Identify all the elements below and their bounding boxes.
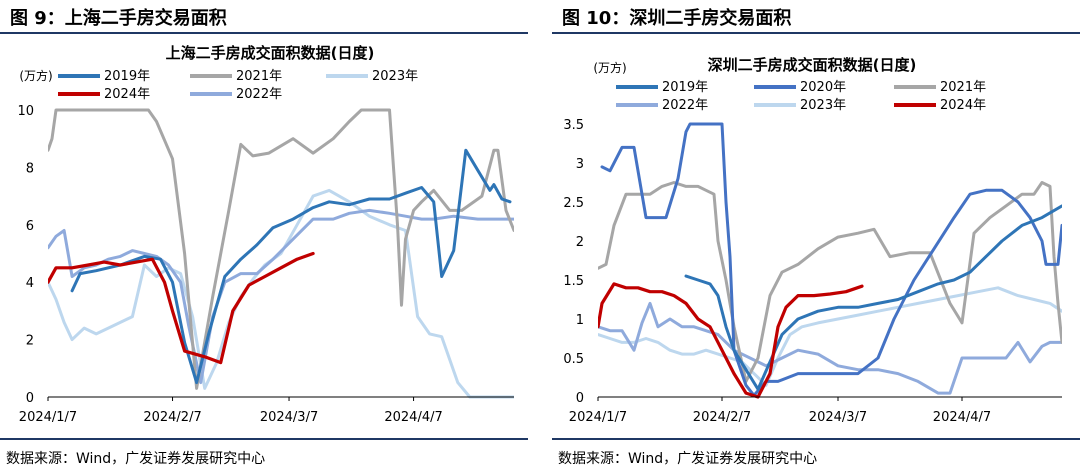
figure-footer: 数据来源：Wind，广发证券发展研究中心 [552,438,1080,471]
y-tick-label: 1 [576,313,584,328]
series-line-2022 [48,208,514,385]
legend-label: 2020年 [800,80,846,95]
legend-item-2024: 2024年 [894,98,986,113]
shenzhen-line-chart: 深圳二手房成交面积数据(日度) (万方) 2019年 2020年 2021年 2022年 2… [563,56,1062,425]
y-axis-unit: (万方) [593,60,626,75]
x-tick-label: 2024/3/7 [260,410,318,425]
shanghai-line-chart: 上海二手房成交面积数据(日度) (万方) 2019年 2021年 2022年 2023年 2… [17,44,514,425]
y-tick-label: 0 [576,391,584,406]
figure-title: 图 9：上海二手房交易面积 [10,8,227,29]
source-note: 数据来源：Wind，广发证券发展研究中心 [6,451,266,467]
legend-item-2020: 2020年 [754,80,846,95]
chart-title: 深圳二手房成交面积数据(日度) [708,56,917,74]
figure-header: 图 10：深圳二手房交易面积 [552,0,1080,34]
legend-label: 2019年 [104,69,150,84]
y-tick-label: 4 [26,276,34,291]
chart-title: 上海二手房成交面积数据(日度) [166,44,375,62]
legend-label: 2021年 [236,69,282,84]
figure-title: 图 10：深圳二手房交易面积 [562,8,792,29]
series-line-2021 [598,181,1062,383]
series-line-2019 [684,204,1062,391]
legend-label: 2024年 [104,87,150,102]
legend-item-2022: 2022年 [190,87,282,102]
y-tick-label: 0 [26,391,34,406]
y-tick-label: 3 [576,157,584,172]
legend-item-2019: 2019年 [616,80,708,95]
y-tick-label: 6 [26,219,34,234]
y-axis-unit: (万方) [19,68,52,83]
series-line-2023 [598,286,1062,387]
legend-item-2023: 2023年 [326,69,418,84]
x-tick-label: 2024/2/7 [693,410,751,425]
legend-label: 2022年 [662,98,708,113]
series-line-2024 [598,282,864,399]
y-tick-label: 8 [26,161,34,176]
series-line-2023 [48,188,514,399]
y-tick-label: 10 [17,104,34,119]
legend-label: 2023年 [372,69,418,84]
source-note: 数据来源：Wind，广发证券发展研究中心 [558,451,818,467]
legend-item-2021: 2021年 [190,69,282,84]
x-tick-label: 2024/4/7 [384,410,442,425]
legend-item-2021: 2021年 [894,80,986,95]
x-tick-label: 2024/3/7 [809,410,867,425]
y-tick-label: 3.5 [563,118,584,133]
figure-footer: 数据来源：Wind，广发证券发展研究中心 [0,438,528,471]
series-line-2019 [70,148,512,385]
y-tick-label: 1.5 [563,274,584,289]
legend-item-2019: 2019年 [58,69,150,84]
y-tick-label: 0.5 [563,352,584,367]
figure-10-panel: 图 10：深圳二手房交易面积 深圳二手房成交面积数据(日度) (万方) 2019年 2… [552,0,1080,469]
x-tick-label: 2024/4/7 [933,410,991,425]
legend-item-2023: 2023年 [754,98,846,113]
legend-label: 2021年 [940,80,986,95]
legend-label: 2022年 [236,87,282,102]
legend-item-2024: 2024年 [58,87,150,102]
figure-9-panel: 图 9：上海二手房交易面积 上海二手房成交面积数据(日度) (万方) 2019年 20… [0,0,528,469]
y-tick-label: 2 [576,235,584,250]
legend-item-2022: 2022年 [616,98,708,113]
figure-header: 图 9：上海二手房交易面积 [0,0,528,34]
x-tick-label: 2024/1/7 [19,410,77,425]
x-tick-label: 2024/1/7 [569,410,627,425]
legend-label: 2019年 [662,80,708,95]
series-line-2020 [600,122,1062,397]
series-line-2022 [598,301,1062,395]
y-tick-label: 2 [26,334,34,349]
x-tick-label: 2024/2/7 [143,410,201,425]
legend-label: 2024年 [940,98,986,113]
y-tick-label: 2.5 [563,196,584,211]
series-line-2024 [48,251,315,365]
legend-label: 2023年 [800,98,846,113]
